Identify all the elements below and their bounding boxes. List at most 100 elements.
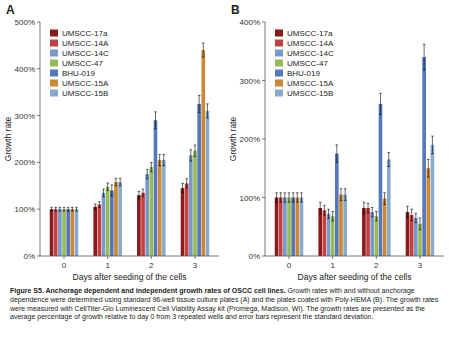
error-cap [185, 188, 188, 189]
error-bar [146, 169, 149, 178]
error-cap [67, 211, 70, 212]
error-line [424, 44, 425, 70]
bar [335, 154, 339, 256]
y-tick-label: 100% [15, 205, 35, 214]
error-cap [300, 192, 303, 193]
error-line [280, 193, 281, 202]
error-cap [375, 220, 378, 221]
error-cap [296, 192, 299, 193]
legend-label: UMSCC-14A [62, 39, 109, 48]
bar [366, 208, 370, 256]
error-cap [284, 202, 287, 203]
error-cap [406, 206, 409, 207]
error-cap [181, 183, 184, 184]
error-line [72, 207, 73, 211]
x-tick-label: 3 [418, 261, 423, 270]
legend-swatch [275, 80, 283, 87]
legend-swatch [50, 30, 58, 37]
error-cap [119, 178, 122, 179]
error-cap [94, 204, 97, 205]
bar [145, 174, 149, 256]
bar [295, 198, 299, 257]
error-bar [102, 189, 105, 196]
bar [383, 199, 387, 256]
bar [323, 210, 327, 256]
y-tick-label: 100% [240, 194, 260, 203]
error-line [143, 189, 144, 196]
bar [158, 160, 162, 256]
error-bar [406, 206, 409, 218]
error-cap [367, 212, 370, 213]
error-bar [150, 162, 153, 171]
error-line [103, 189, 104, 196]
error-cap [94, 209, 97, 210]
x-tick-label: 0 [62, 261, 67, 270]
error-bar [206, 104, 209, 118]
bar [370, 212, 374, 256]
error-cap [327, 218, 330, 219]
error-cap [111, 196, 114, 197]
x-tick-label: 2 [374, 261, 379, 270]
error-line [380, 93, 381, 114]
error-bar [59, 207, 62, 211]
error-line [199, 95, 200, 112]
error-bar [50, 207, 53, 211]
error-cap [71, 207, 74, 208]
error-cap [387, 152, 390, 153]
error-cap [198, 112, 201, 113]
error-bar [54, 207, 57, 211]
legend-swatch [50, 60, 58, 67]
error-cap [162, 165, 165, 166]
error-bar [190, 150, 193, 161]
error-line [293, 193, 294, 202]
error-line [320, 202, 321, 214]
error-cap [419, 229, 422, 230]
error-cap [102, 189, 105, 190]
error-cap [323, 205, 326, 206]
error-line [363, 202, 364, 214]
error-bar [279, 193, 282, 202]
error-cap [98, 201, 101, 202]
error-bar [158, 154, 161, 165]
x-tick [289, 256, 290, 259]
error-line [76, 207, 77, 211]
error-line [340, 189, 341, 201]
caption: Figure S5. Anchorage dependent and indep… [10, 287, 440, 322]
bar [118, 182, 122, 256]
bar [162, 160, 166, 256]
bar [58, 209, 62, 256]
error-bar [379, 93, 382, 114]
error-line [64, 207, 65, 211]
error-cap [383, 192, 386, 193]
error-cap [162, 154, 165, 155]
error-cap [319, 202, 322, 203]
error-line [138, 191, 139, 198]
bar [185, 183, 189, 256]
error-cap [154, 111, 157, 112]
error-bar [288, 193, 291, 202]
y-tick-label: 200% [15, 158, 35, 167]
bar [406, 212, 410, 256]
legend-label: UMSCC-14A [287, 39, 334, 48]
x-tick [151, 256, 152, 259]
bar [137, 195, 141, 256]
legend-swatch [50, 90, 58, 97]
error-bar [340, 189, 343, 201]
bar [93, 207, 97, 256]
error-line [411, 209, 412, 221]
bar [379, 104, 383, 256]
error-cap [119, 185, 122, 186]
error-cap [50, 207, 53, 208]
error-line [163, 154, 164, 165]
panel-title: A [6, 3, 15, 17]
legend-label: UMSCC-15A [287, 79, 334, 88]
bar [426, 168, 430, 256]
bar [102, 193, 106, 256]
error-bar [427, 159, 430, 177]
legend-swatch [50, 70, 58, 77]
error-cap [150, 171, 153, 172]
error-cap [158, 154, 161, 155]
error-cap [410, 209, 413, 210]
error-line [55, 207, 56, 211]
error-bar [419, 218, 422, 230]
